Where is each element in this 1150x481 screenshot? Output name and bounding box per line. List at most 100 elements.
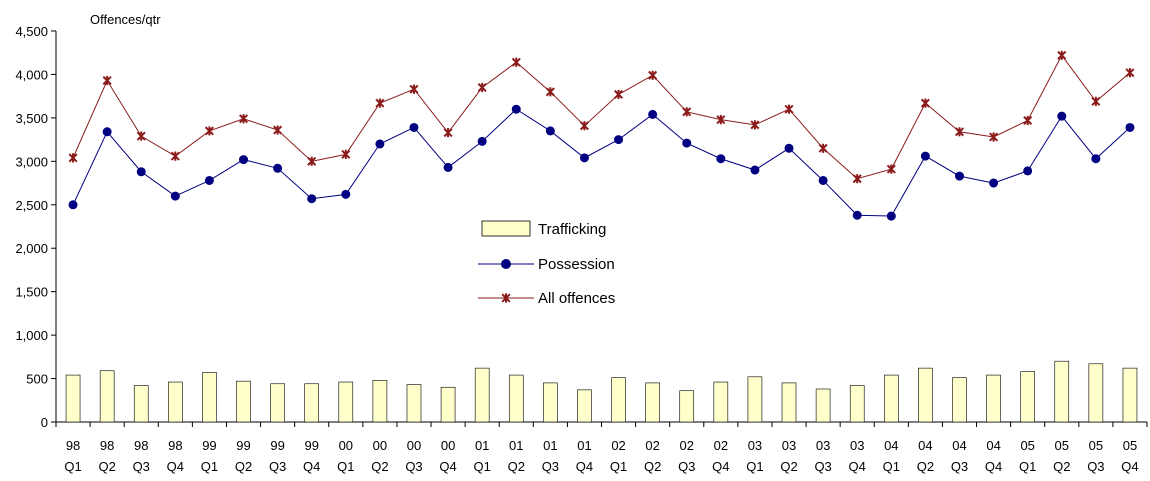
bar-trafficking [1020,371,1035,423]
x-tick-label-quarter: Q2 [371,459,388,474]
bar-trafficking [304,383,320,423]
x-tick-label-quarter: Q3 [814,459,831,474]
x-tick-label-year: 05 [1055,438,1069,453]
x-tick-label-quarter: Q3 [951,459,968,474]
bar-trafficking [99,370,115,423]
marker-all-offences [886,164,896,174]
bar-trafficking [508,374,524,423]
marker-possession [1023,166,1033,176]
marker-possession [818,175,828,185]
x-tick-label-quarter: Q4 [712,459,729,474]
bar-trafficking [133,385,149,423]
marker-all-offences [716,115,726,125]
bar-trafficking [577,389,592,423]
marker-all-offences [682,107,692,117]
x-tick-label-year: 00 [441,438,455,453]
marker-all-offences [170,151,180,161]
bar-trafficking [918,367,933,423]
marker-possession [852,210,862,220]
marker-all-offences [239,114,249,124]
x-tick-label-year: 99 [304,438,318,453]
x-tick-label-quarter: Q4 [303,459,320,474]
x-tick-label-quarter: Q1 [474,459,491,474]
x-tick-label-year: 04 [918,438,932,453]
marker-all-offences [784,104,794,114]
marker-possession [545,126,555,136]
y-tick-label: 1,500 [15,285,48,300]
x-tick-label-quarter: Q4 [985,459,1002,474]
y-tick-label: 3,000 [15,154,48,169]
x-tick-label-year: 01 [577,438,591,453]
marker-possession [239,155,249,165]
marker-possession [954,171,964,181]
bar-trafficking [202,372,217,423]
x-tick-label-quarter: Q3 [542,459,559,474]
bar-trafficking [65,374,81,423]
x-tick-label-quarter: Q4 [167,459,184,474]
x-tick-label-year: 99 [202,438,216,453]
bar-trafficking [747,376,763,423]
bar-trafficking [645,382,660,423]
x-tick-label-year: 03 [748,438,762,453]
bar-trafficking [986,374,1001,423]
x-tick-label-quarter: Q2 [917,459,934,474]
marker-all-offences [954,127,964,137]
marker-possession [579,153,589,163]
bar-trafficking [883,374,899,423]
x-tick-label-year: 01 [543,438,557,453]
bar-trafficking [543,382,558,423]
unit-label: Offences/qtr [90,12,161,27]
x-tick-label-quarter: Q4 [1121,459,1138,474]
marker-possession [477,136,487,146]
bar-trafficking [952,377,967,423]
marker-possession [204,175,214,185]
marker-possession [716,154,726,164]
marker-all-offences [136,131,146,141]
bar-trafficking [781,382,797,423]
marker-all-offences [501,293,511,303]
bar-trafficking [372,379,388,423]
x-tick-label-quarter: Q4 [576,459,593,474]
x-tick-label-quarter: Q1 [610,459,627,474]
bar-trafficking [406,384,422,423]
marker-all-offences [1023,115,1033,126]
marker-all-offences [307,156,317,166]
marker-possession [648,109,658,119]
y-tick-label: 1,000 [15,328,48,343]
x-tick-label-quarter: Q1 [746,459,763,474]
x-tick-label-quarter: Q1 [64,459,81,474]
marker-all-offences [102,75,112,86]
x-tick-label-year: 98 [100,438,114,453]
x-tick-label-year: 99 [236,438,250,453]
x-tick-label-year: 04 [884,438,898,453]
marker-possession [102,127,112,137]
x-tick-label-year: 05 [1089,438,1103,453]
marker-all-offences [375,98,385,108]
marker-all-offences [1057,50,1067,60]
x-tick-label-year: 00 [407,438,421,453]
y-tick-label: 500 [26,372,48,387]
bar-trafficking [849,385,865,423]
x-tick-label-quarter: Q2 [98,459,115,474]
bar-trafficking [713,381,729,423]
x-tick-label-quarter: Q1 [337,459,354,474]
bar-trafficking [168,381,183,423]
marker-possession [614,135,624,145]
marker-possession [1057,111,1067,121]
x-tick-label-year: 02 [714,438,728,453]
marker-possession [511,104,521,114]
bar-trafficking [236,380,251,423]
legend: Trafficking Possession All offences [478,220,615,307]
legend-swatch-trafficking [481,220,531,237]
marker-possession [341,189,351,199]
marker-all-offences [204,126,214,136]
x-tick-label-year: 01 [509,438,523,453]
marker-all-offences [818,143,828,153]
legend-label: Trafficking [538,221,606,238]
x-tick-label-quarter: Q4 [849,459,866,474]
marker-all-offences [1091,96,1101,106]
bar-trafficking [815,388,831,423]
x-tick-label-year: 02 [611,438,625,453]
legend-item: Trafficking [481,220,606,238]
